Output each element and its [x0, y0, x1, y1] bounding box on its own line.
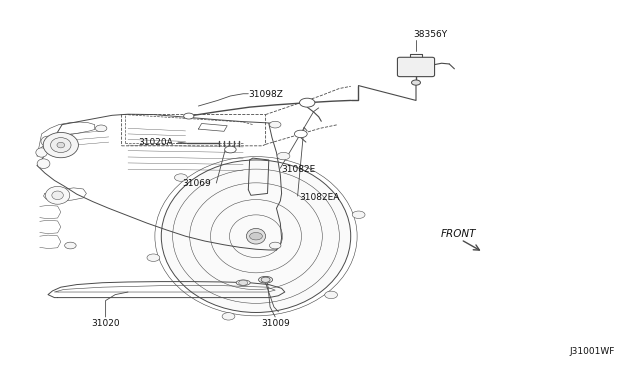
Circle shape: [294, 130, 307, 138]
Ellipse shape: [37, 159, 50, 169]
Text: 31082EA: 31082EA: [300, 193, 340, 202]
FancyBboxPatch shape: [397, 57, 435, 77]
Text: 31082E: 31082E: [282, 165, 316, 174]
Circle shape: [95, 125, 107, 132]
Ellipse shape: [161, 160, 351, 312]
Ellipse shape: [51, 138, 71, 153]
Text: 31098Z: 31098Z: [248, 90, 283, 99]
Circle shape: [300, 98, 315, 107]
Circle shape: [412, 80, 420, 85]
Ellipse shape: [36, 148, 47, 157]
Circle shape: [250, 232, 262, 240]
Circle shape: [184, 113, 194, 119]
Circle shape: [324, 291, 337, 299]
Circle shape: [277, 153, 290, 160]
Ellipse shape: [52, 191, 63, 199]
Circle shape: [261, 277, 270, 282]
Text: 31009: 31009: [261, 319, 289, 328]
Circle shape: [239, 280, 248, 285]
Text: FRONT: FRONT: [440, 230, 476, 239]
Circle shape: [225, 146, 236, 153]
Circle shape: [175, 174, 188, 181]
Ellipse shape: [41, 136, 55, 147]
Text: J31001WF: J31001WF: [569, 347, 614, 356]
Text: 38356Y: 38356Y: [413, 30, 447, 39]
Ellipse shape: [236, 280, 250, 286]
Ellipse shape: [246, 228, 266, 244]
Text: 31020A: 31020A: [138, 138, 173, 147]
Text: 31020: 31020: [92, 319, 120, 328]
Text: 31069: 31069: [182, 179, 211, 187]
Circle shape: [147, 254, 160, 262]
Ellipse shape: [45, 186, 70, 204]
Circle shape: [269, 121, 281, 128]
Ellipse shape: [43, 132, 79, 158]
Ellipse shape: [259, 276, 273, 283]
Circle shape: [269, 242, 281, 249]
Circle shape: [222, 312, 235, 320]
Ellipse shape: [57, 142, 65, 148]
Circle shape: [65, 242, 76, 249]
Circle shape: [352, 211, 365, 218]
